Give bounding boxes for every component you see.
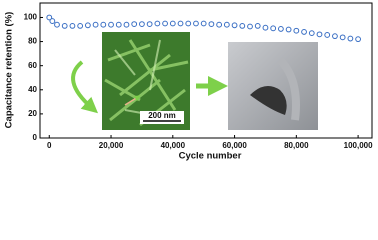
data-point <box>108 21 114 28</box>
x-axis-label: Cycle number <box>179 151 242 162</box>
data-point <box>92 21 99 28</box>
data-point <box>69 23 76 29</box>
data-point <box>308 30 315 37</box>
data-point <box>162 20 168 27</box>
y-tick-label: 80 <box>28 37 37 46</box>
data-point <box>77 23 84 29</box>
data-point <box>254 23 261 29</box>
y-tick-label: 100 <box>24 13 38 22</box>
data-point <box>169 20 176 27</box>
data-point <box>355 36 362 43</box>
device-photo <box>228 42 318 130</box>
data-point <box>115 21 122 28</box>
data-point <box>216 21 223 28</box>
curved-arrow <box>71 60 99 114</box>
y-tick-label: 0 <box>33 133 38 142</box>
x-tick-label: 40,000 <box>161 141 186 150</box>
scale-bar-label: 200 nm <box>148 111 176 120</box>
data-point <box>154 20 161 27</box>
y-axis-label: Capacitance retention (%) <box>4 12 15 129</box>
y-tick-label: 20 <box>28 109 37 118</box>
data-point <box>49 18 56 24</box>
data-point <box>54 21 60 28</box>
x-tick-label: 60,000 <box>222 141 247 150</box>
data-point <box>146 21 153 27</box>
data-point <box>123 21 130 28</box>
data-point <box>208 21 215 27</box>
data-point <box>231 22 238 29</box>
data-point <box>239 23 246 29</box>
data-point <box>84 22 91 29</box>
data-point <box>46 14 53 21</box>
data-point <box>324 32 331 38</box>
data-point <box>339 34 346 41</box>
data-point <box>139 21 145 27</box>
data-point <box>277 26 284 32</box>
data-point <box>247 23 253 30</box>
plot-frame <box>39 2 373 139</box>
x-tick-label: 100,000 <box>344 141 373 150</box>
data-point <box>223 21 230 28</box>
data-point <box>301 29 307 35</box>
data-point <box>316 31 323 38</box>
data-point <box>285 26 292 33</box>
data-point <box>293 27 300 34</box>
data-point <box>61 23 68 29</box>
data-point <box>177 20 184 27</box>
data-point <box>347 35 354 42</box>
x-tick-label: 80,000 <box>284 141 309 150</box>
chart: 200 nm Cycle number Capacitance retentio… <box>4 2 373 162</box>
x-tick-label: 0 <box>47 141 52 150</box>
data-point <box>200 20 207 27</box>
sem-image <box>102 32 190 130</box>
x-tick-label: 20,000 <box>99 141 124 150</box>
data-point <box>332 33 338 40</box>
data-point <box>100 21 107 28</box>
y-tick-label: 40 <box>28 85 37 94</box>
data-point <box>270 25 277 32</box>
data-point <box>185 20 192 27</box>
y-tick-label: 60 <box>28 61 37 70</box>
data-point <box>131 21 138 27</box>
data-point <box>193 20 199 27</box>
data-point <box>262 24 269 31</box>
